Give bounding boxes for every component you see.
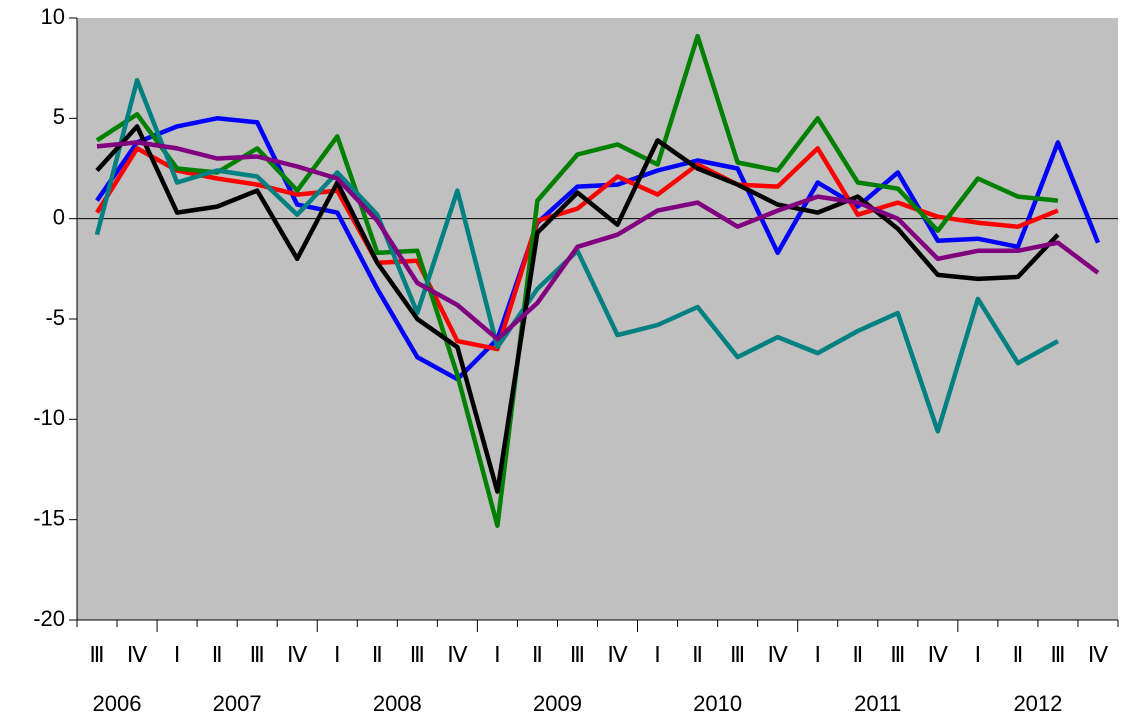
x-tick-label: Ⅰ [814,642,821,667]
year-label: 2012 [1013,691,1062,716]
x-tick-label: Ⅲ [250,642,265,667]
x-tick-label: Ⅱ [1012,642,1023,667]
y-tick-label: -5 [45,305,65,330]
x-tick-label: Ⅰ [334,642,341,667]
plot-area [77,18,1118,620]
y-tick-label: 10 [41,4,65,29]
x-tick-label: Ⅱ [532,642,543,667]
year-label: 2010 [693,691,742,716]
y-tick-label: -20 [33,606,65,631]
x-tick-label: Ⅳ [607,642,628,667]
year-label: 2007 [213,691,262,716]
series-line [95,146,1059,352]
x-tick-label: Ⅳ [928,642,949,667]
x-tick-label: Ⅱ [212,642,223,667]
x-tick-label: Ⅱ [372,642,383,667]
x-tick-label: Ⅳ [287,642,308,667]
x-tick-label: Ⅲ [1050,642,1065,667]
y-tick-label: 0 [53,204,65,229]
year-label: 2011 [854,691,901,716]
year-label: 2006 [93,691,142,716]
x-tick-label: Ⅱ [852,642,863,667]
x-tick-label: Ⅲ [89,642,104,667]
x-tick-label: Ⅱ [692,642,703,667]
x-tick-label: Ⅲ [890,642,905,667]
x-tick-label: Ⅳ [127,642,148,667]
x-tick-label: Ⅳ [1088,642,1109,667]
y-tick-label: 5 [53,104,65,129]
year-label: 2008 [373,691,422,716]
x-tick-label: Ⅰ [174,642,181,667]
x-tick-label: Ⅳ [447,642,468,667]
x-tick-label: Ⅲ [410,642,425,667]
series-line [94,77,1059,434]
series-line [96,140,1100,342]
y-tick-label: -10 [33,405,65,430]
x-tick-label: Ⅳ [768,642,789,667]
series-line [95,124,1060,494]
year-label: 2009 [533,691,582,716]
series-line [95,116,1101,382]
x-tick-label: Ⅰ [975,642,982,667]
x-tick-label: Ⅰ [654,642,661,667]
x-tick-label: Ⅲ [730,642,745,667]
series-line [95,33,1059,528]
x-tick-label: Ⅲ [570,642,585,667]
y-tick-label: -15 [33,505,65,530]
x-tick-label: Ⅰ [494,642,501,667]
